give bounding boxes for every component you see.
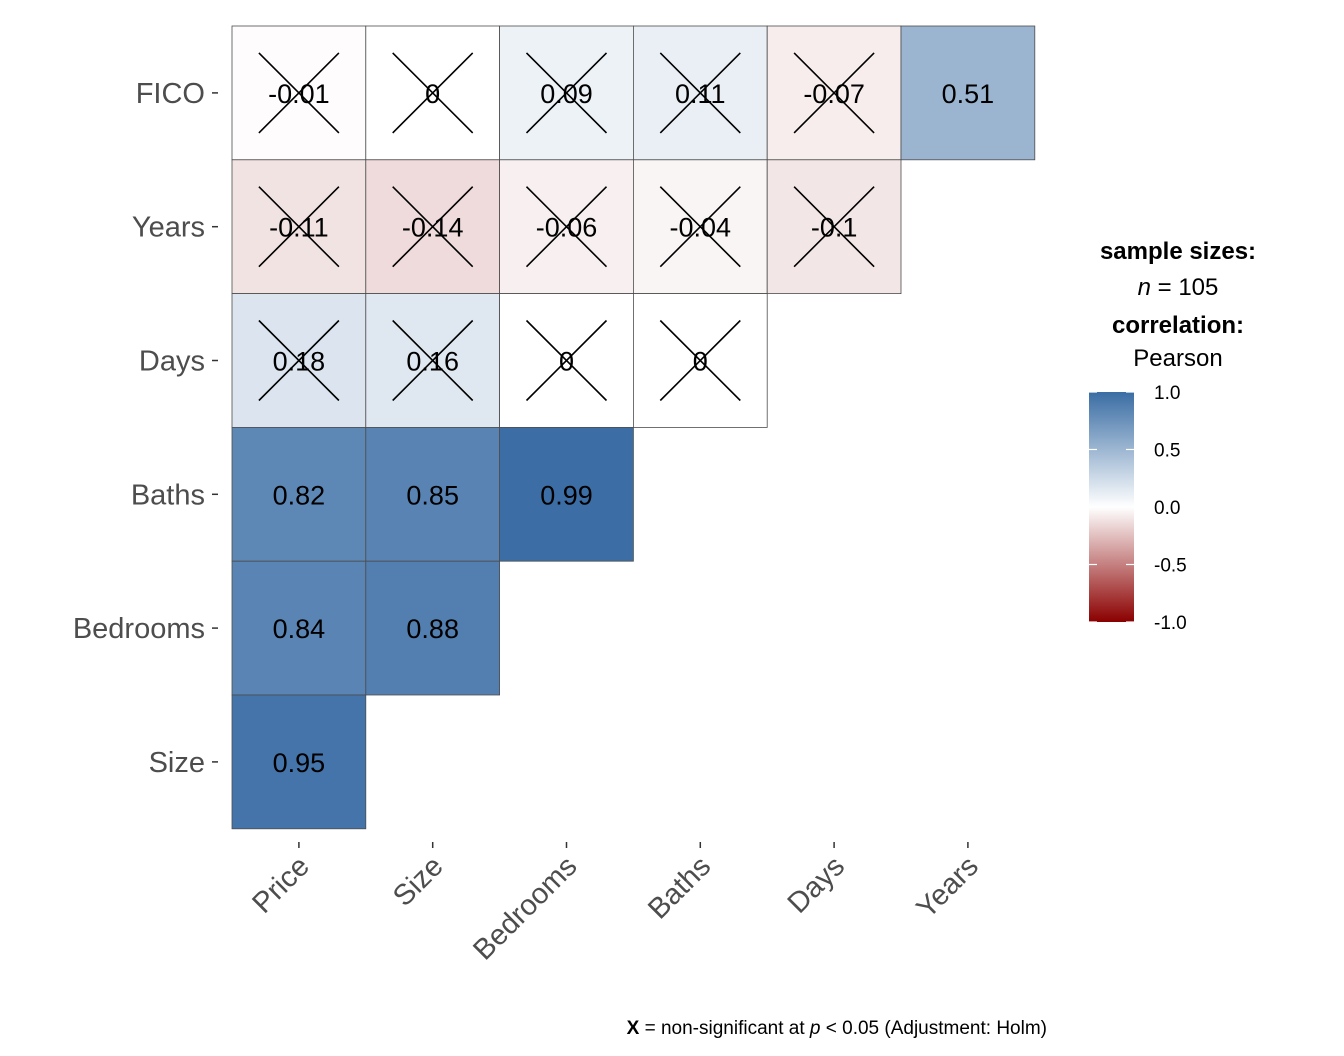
legend-tick-label-4: -1.0 [1154,613,1187,634]
cell-bedrooms-size [365,560,500,696]
cell-years-days-nonsig-mark [793,186,875,268]
legend-tick-label-1: 0.5 [1154,441,1180,462]
cell-fico-years [900,25,1036,161]
caption-text-2: < 0.05 (Adjustment: Holm) [820,1018,1047,1039]
legend-tick-label-0: 1.0 [1154,383,1180,404]
cell-bedrooms-price-label: 0.84 [273,614,326,644]
cell-fico-bedrooms-nonsig-mark [525,52,608,134]
legend-n-value: = 105 [1151,274,1218,301]
cell-days-bedrooms-nonsig-mark [525,319,608,402]
cell-bedrooms-size-label: 0.88 [406,614,459,644]
legend-sample-sizes-title: sample sizes: [1100,238,1256,265]
y-label-bedrooms: Bedrooms [73,613,205,645]
legend: sample sizes: n = 105 correlation: Pears… [1089,238,1256,634]
cell-baths-price-label: 0.82 [273,480,326,510]
cell-fico-size-nonsig-mark [392,52,474,134]
cell-fico-days-nonsig-mark [793,52,875,134]
cell-size-price [231,694,367,830]
legend-correlation-method: Pearson [1133,345,1222,372]
x-label-days: Days [782,850,851,919]
y-label-baths: Baths [131,479,205,511]
cell-fico-baths-nonsig-mark [659,52,741,134]
chart-caption: X = non-significant at p < 0.05 (Adjustm… [627,1018,1047,1039]
cell-years-price-nonsig-mark [258,186,340,268]
caption-symbol: X [627,1018,640,1039]
cell-baths-price [231,426,367,562]
legend-sample-size: n = 105 [1138,274,1219,301]
cell-days-price-nonsig-mark [258,319,340,402]
cell-years-baths-nonsig-mark [659,186,741,268]
cell-baths-bedrooms [499,426,634,562]
cell-days-size-nonsig-mark [392,319,474,402]
caption-text-1: = non-significant at [639,1018,810,1039]
x-label-size: Size [387,850,450,913]
cell-days-baths-nonsig-mark [659,319,741,402]
cell-baths-size-label: 0.85 [406,480,459,510]
legend-n-symbol: n [1138,274,1151,301]
y-label-days: Days [139,346,205,378]
y-axis: FICO Years Days Baths Bedrooms Size [73,78,218,779]
x-label-years: Years [911,850,985,924]
legend-tick-label-2: 0.0 [1154,498,1180,519]
x-label-price: Price [246,850,315,919]
legend-correlation-title: correlation: [1112,312,1244,339]
cell-baths-size [365,426,500,562]
cell-baths-bedrooms-label: 0.99 [540,480,593,510]
cell-years-size-nonsig-mark [392,186,474,268]
x-axis: Price Size Bedrooms Baths Days Years [246,842,985,966]
cell-fico-price-nonsig-mark [258,52,340,134]
cell-bedrooms-price [231,560,367,696]
caption-p: p [809,1018,821,1039]
x-label-bedrooms: Bedrooms [467,850,583,966]
y-label-size: Size [149,747,205,779]
heatmap-cells: -0.01 0 0.09 0.11 -0.07 0.51-0.11 -0.14 -0.06 -0… [231,25,1036,830]
legend-tick-label-3: -0.5 [1154,556,1187,577]
cell-years-bedrooms-nonsig-mark [525,186,608,268]
y-label-fico: FICO [136,78,205,110]
cell-fico-years-label: 0.51 [942,79,995,109]
y-label-years: Years [132,212,205,244]
legend-ticks: 1.0 0.5 0.0 -0.5 -1.0 [1089,383,1187,634]
cell-size-price-label: 0.95 [273,748,326,778]
x-label-baths: Baths [642,850,717,925]
